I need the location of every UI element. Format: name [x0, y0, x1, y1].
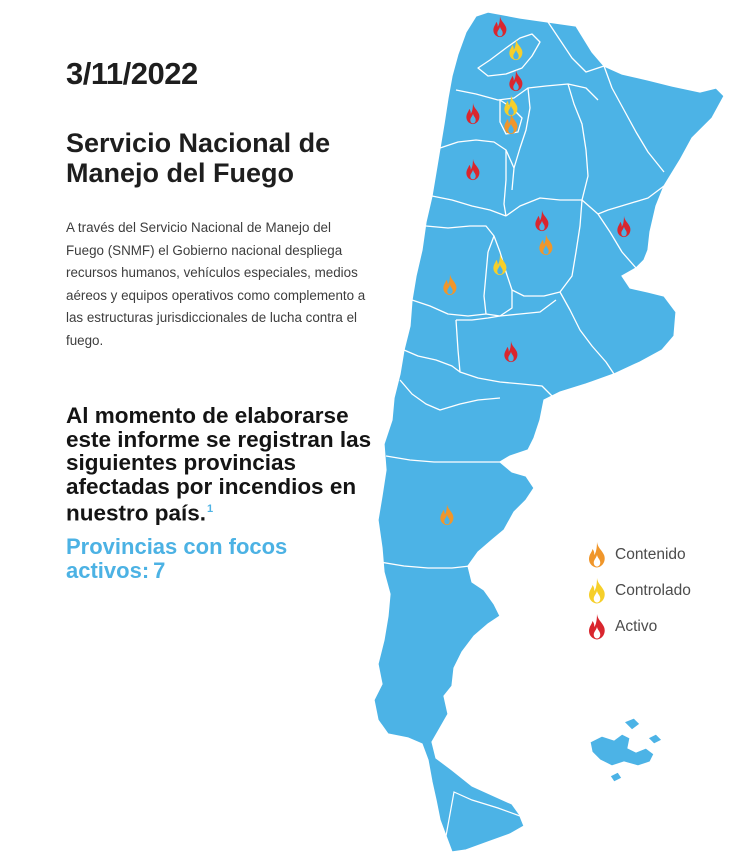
fire-marker-activo — [504, 341, 518, 363]
legend-item-contenido: Contenido — [586, 537, 691, 573]
fire-marker-activo — [493, 16, 507, 38]
country-shape — [373, 11, 725, 853]
legend-item-controlado: Controlado — [586, 573, 691, 609]
fire-marker-activo — [466, 103, 480, 125]
border-santiago-west — [513, 87, 531, 169]
page-title: Servicio Nacional de Manejo del Fuego — [66, 128, 331, 188]
fire-icon — [588, 614, 605, 640]
fire-marker-activo — [535, 210, 549, 232]
fire-marker-contenido — [539, 234, 553, 256]
border-chubut-south — [379, 561, 471, 569]
tierra-del-fuego — [445, 791, 525, 853]
province-borders — [379, 21, 665, 569]
active-provinces-count: Provincias con focos activos: 7 — [66, 535, 366, 582]
island-small-1 — [622, 717, 641, 731]
border-neuquen-south — [399, 379, 501, 411]
fire-marker-activo — [617, 216, 631, 238]
fire-marker-activo — [509, 70, 523, 92]
legend: Contenido Controlado Activo — [586, 537, 691, 645]
border-rio-negro-south — [385, 455, 500, 463]
border-san-juan-south — [425, 225, 495, 253]
fire-icon — [588, 578, 605, 604]
fire-marker-contenido — [440, 504, 454, 526]
fire-marker-activo — [466, 159, 480, 181]
border-cordoba — [493, 197, 583, 297]
fire-marker-controlado — [493, 254, 507, 276]
island-small-3 — [609, 771, 623, 783]
border-santa-fe-east — [581, 199, 637, 269]
border-la-pampa-north — [456, 299, 557, 321]
border-santiago-east — [567, 83, 589, 201]
legend-item-activo: Activo — [586, 609, 691, 645]
legend-label-contenido: Contenido — [615, 546, 686, 563]
description: A través del Servicio Nacional de Manejo… — [66, 220, 366, 348]
border-la-rioja-east — [503, 150, 507, 217]
border-la-rioja-south — [431, 195, 507, 217]
report-date: 3/11/2022 — [66, 56, 198, 91]
mainland — [373, 11, 725, 851]
border-corrientes — [597, 185, 665, 215]
lead-text: Al momento de elaborarse este informe se… — [66, 403, 372, 526]
legend-label-activo: Activo — [615, 618, 658, 635]
active-count-value: 7 — [153, 557, 166, 583]
legend-label-controlado: Controlado — [615, 582, 691, 599]
border-mendoza-south — [411, 299, 487, 317]
fire-markers — [440, 16, 631, 526]
fire-icon — [588, 542, 605, 568]
footnote-marker[interactable]: 1 — [207, 503, 214, 515]
border-la-pampa — [455, 319, 553, 397]
fire-marker-contenido — [443, 274, 457, 296]
border-buenos-aires — [559, 291, 615, 375]
lead-paragraph: Al momento de elaborarse este informe se… — [66, 404, 376, 525]
active-label: Provincias con focos activos: — [66, 534, 288, 583]
border-salta-east — [547, 21, 605, 73]
island-small-2 — [646, 733, 664, 745]
fire-marker-contenido — [504, 113, 518, 135]
border-jujuy-salta — [477, 33, 541, 77]
islas-malvinas — [589, 733, 655, 767]
fire-marker-controlado — [509, 39, 523, 61]
fire-marker-controlado — [504, 95, 518, 117]
border-chaco-formosa — [603, 65, 665, 173]
border-neuquen — [403, 349, 461, 373]
